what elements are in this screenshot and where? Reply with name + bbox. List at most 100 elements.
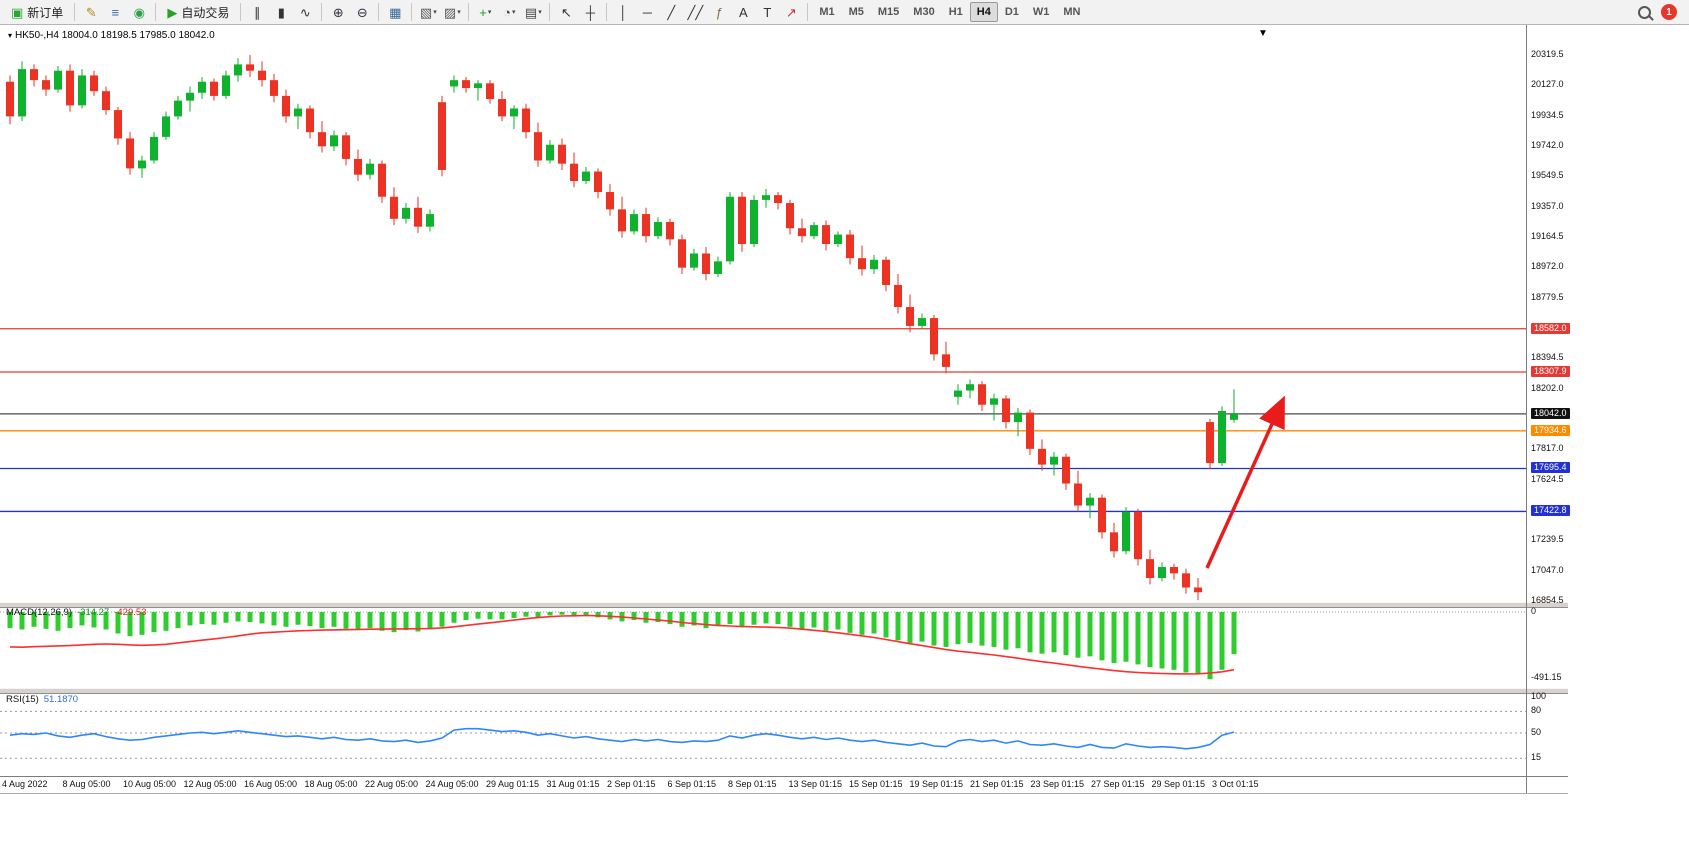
macd-bar — [643, 612, 649, 623]
chart-collapse-icon[interactable]: ▾ — [8, 31, 13, 40]
zoom-out-icon[interactable]: ⊖ — [350, 2, 374, 23]
candlestick-chart-icon[interactable]: ▮ — [269, 2, 293, 23]
candle — [966, 379, 974, 399]
vertical-line-icon[interactable]: │ — [611, 2, 635, 23]
toolbar-groups: ▣ 新订单 ✎ ≡ ◉ ▶ 自动交易 ∥ ▮ ∿ ⊕ ⊖ ▦ ▧ ▾ ▨ ▾ + ▾ ◔ ▾ ▤ ▾ ↖ ┼ │ ─ ╱ ╱╱ ƒ A T ↗ M… — [4, 0, 1088, 24]
candle — [834, 231, 842, 248]
tile-windows-icon[interactable]: ▦ — [383, 2, 407, 23]
horizontal-line-icon[interactable]: ─ — [635, 2, 659, 23]
macd-bar — [319, 612, 325, 629]
candle — [522, 103, 530, 139]
macd-main-value: -314.27 — [77, 607, 110, 618]
time-axis-label: 10 Aug 05:00 — [123, 779, 177, 789]
macd-bar — [1123, 612, 1129, 662]
candle — [234, 58, 242, 82]
new-order-button[interactable]: ▣ 新订单 — [4, 2, 70, 23]
candle — [282, 89, 290, 123]
macd-bar — [151, 612, 157, 633]
macd-bar — [1075, 612, 1081, 658]
candle — [1038, 439, 1046, 471]
macd-axis-label: -491.15 — [1531, 672, 1562, 682]
strategy-tester-icon[interactable]: ◉ — [127, 2, 151, 23]
macd-bar — [811, 612, 817, 628]
auto-trading-icon: ▶ — [167, 4, 178, 20]
fibonacci-icon[interactable]: ƒ — [707, 2, 731, 23]
candle — [354, 149, 362, 181]
axis-tick-label: 17624.5 — [1531, 473, 1564, 484]
toolbar-separator — [74, 3, 76, 21]
macd-bar — [175, 612, 181, 629]
templates-icon[interactable]: ▤ ▾ — [521, 2, 545, 23]
new-chart-icon[interactable]: ▧ ▾ — [416, 2, 440, 23]
timeframe-h1-button[interactable]: H1 — [942, 2, 970, 22]
candle — [822, 220, 830, 251]
timeframe-m30-button[interactable]: M30 — [906, 2, 941, 22]
macd-bar — [499, 612, 505, 620]
metaeditor-icon[interactable]: ✎ — [79, 2, 103, 23]
pane-splitter-rsi[interactable] — [0, 688, 1568, 694]
macd-bar — [439, 612, 445, 627]
auto-trading-button[interactable]: ▶ 自动交易 — [160, 2, 236, 23]
price-axis-border — [1526, 25, 1527, 793]
label-icon[interactable]: T — [755, 2, 779, 23]
candle — [366, 158, 374, 180]
line-chart-icon[interactable]: ∿ — [293, 2, 317, 23]
new-chart-icon: ▧ — [419, 4, 433, 20]
macd-bar — [871, 612, 877, 634]
strategy-tester-icon: ◉ — [133, 4, 145, 20]
price-axis[interactable]: 20319.5 20127.0 19934.5 19742.0 19549.5 19357… — [1528, 0, 1588, 856]
time-axis[interactable]: 4 Aug 2022 8 Aug 05:00 10 Aug 05:00 12 Aug … — [0, 779, 1568, 793]
zoom-in-icon[interactable]: ⊕ — [326, 2, 350, 23]
crosshair-icon[interactable]: ┼ — [578, 2, 602, 23]
notification-badge[interactable]: 1 — [1661, 4, 1677, 20]
macd-bar — [355, 612, 361, 631]
candle — [450, 75, 458, 93]
candle — [390, 187, 398, 226]
time-axis-label: 8 Aug 05:00 — [62, 779, 111, 789]
macd-bar — [571, 612, 577, 617]
candle — [318, 121, 326, 153]
macd-bar — [823, 612, 829, 631]
candle — [894, 273, 902, 314]
candle — [642, 207, 650, 243]
timeframe-d1-button[interactable]: D1 — [998, 2, 1026, 22]
search-icon[interactable] — [1638, 5, 1651, 19]
macd-bar — [451, 612, 457, 623]
trendline-icon[interactable]: ╱ — [659, 2, 683, 23]
periods-icon[interactable]: ◔ ▾ — [497, 2, 521, 23]
candle — [1122, 507, 1130, 555]
time-axis-label: 15 Sep 01:15 — [849, 779, 903, 789]
trend-arrow-annotation[interactable] — [1205, 395, 1285, 569]
text-icon: A — [738, 4, 748, 20]
candle — [342, 132, 350, 166]
axis-tick-label: 19357.0 — [1531, 200, 1564, 211]
cursor-icon[interactable]: ↖ — [554, 2, 578, 23]
text-icon[interactable]: A — [731, 2, 755, 23]
arrows-icon[interactable]: ↗ — [779, 2, 803, 23]
new-order-icon: ▣ — [11, 4, 24, 20]
timeframe-w1-button[interactable]: W1 — [1026, 2, 1057, 22]
macd-bar — [31, 612, 37, 627]
timeframe-m15-button[interactable]: M15 — [871, 2, 906, 22]
channel-icon[interactable]: ╱╱ — [683, 2, 707, 23]
market-watch-icon[interactable]: ≡ — [103, 2, 127, 23]
timeframe-m1-button[interactable]: M1 — [812, 2, 841, 22]
macd-bar — [1159, 612, 1165, 669]
timeframe-m5-button[interactable]: M5 — [842, 2, 871, 22]
timeframe-mn-button[interactable]: MN — [1056, 2, 1087, 22]
indicators-icon[interactable]: + ▾ — [473, 2, 497, 23]
candle — [162, 111, 170, 141]
candle — [270, 73, 278, 103]
rsi-value: 51.1870 — [43, 694, 79, 705]
macd-bar — [379, 612, 385, 631]
timeframe-h4-button[interactable]: H4 — [969, 2, 998, 22]
bar-chart-icon[interactable]: ∥ — [245, 2, 269, 23]
macd-bar — [487, 612, 493, 620]
pane-splitter-macd[interactable] — [0, 602, 1568, 608]
chart-menu-icon[interactable]: ▼ — [1258, 28, 1268, 39]
candle — [918, 313, 926, 330]
profiles-icon[interactable]: ▨ ▾ — [440, 2, 464, 23]
macd-bar — [1051, 612, 1057, 653]
candle — [906, 294, 914, 333]
